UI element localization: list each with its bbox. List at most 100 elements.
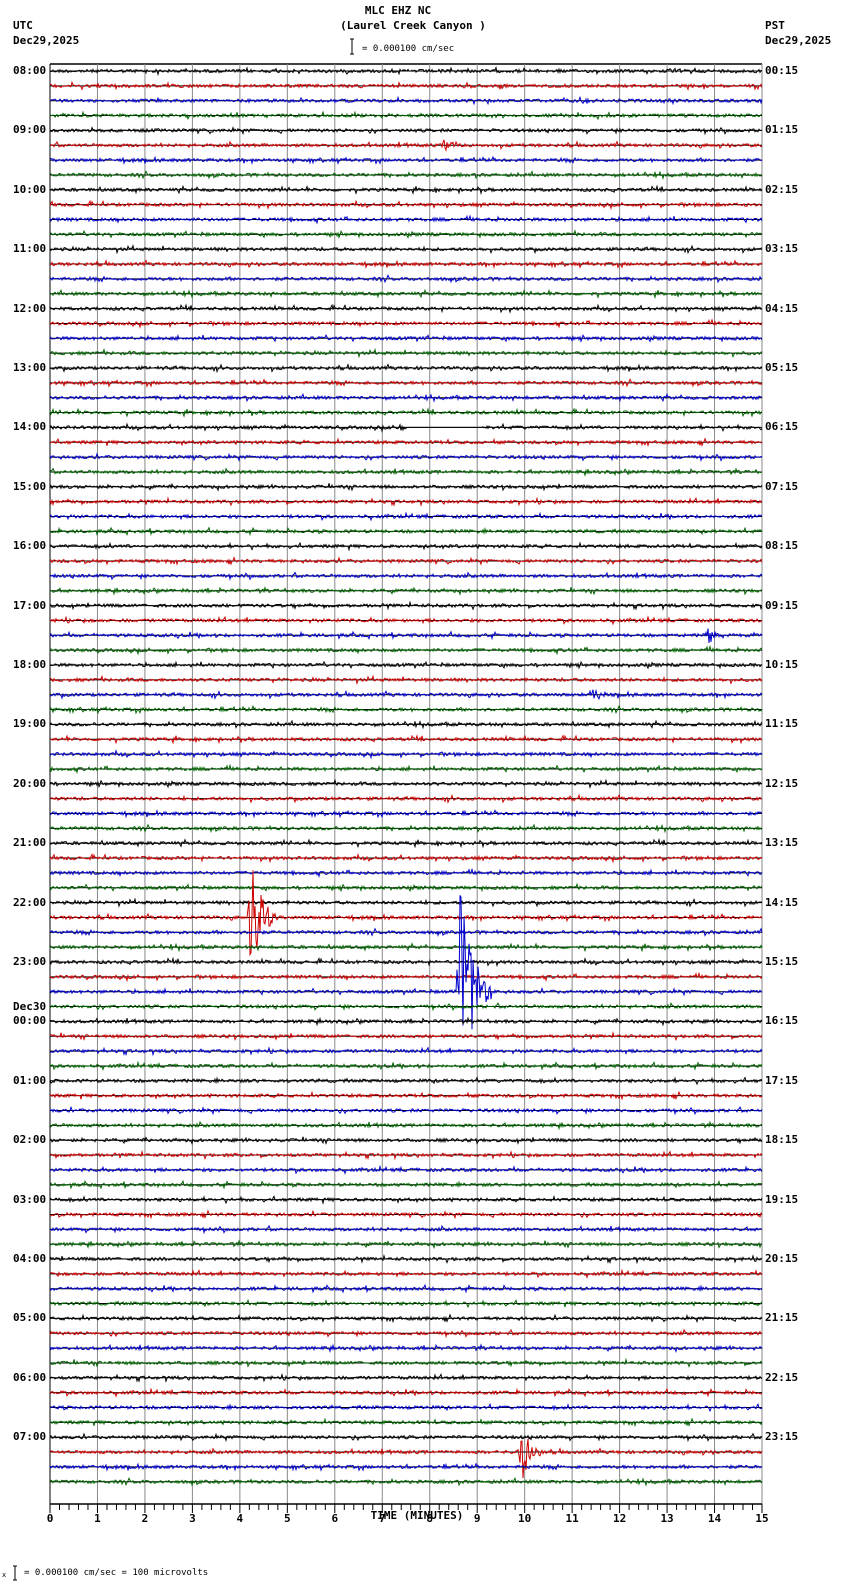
trace-row — [49, 1060, 763, 1072]
trace-row — [49, 734, 762, 745]
left-time-label: 16:00 — [13, 539, 47, 553]
trace-row — [49, 719, 763, 730]
trace-row — [49, 170, 763, 181]
right-time-label: 19:15 — [765, 1192, 799, 1206]
x-tick-label: 3 — [189, 1512, 196, 1525]
x-tick-label: 5 — [284, 1512, 291, 1525]
x-tick-label: 14 — [708, 1512, 722, 1525]
x-tick-label: 15 — [755, 1512, 768, 1525]
trace-row — [49, 571, 763, 581]
right-time-label: 22:15 — [765, 1370, 799, 1384]
trace-row — [49, 600, 763, 611]
trace-row — [49, 1476, 763, 1487]
left-time-label: 18:00 — [13, 658, 47, 671]
trace-row — [50, 303, 763, 314]
right-time-label: 00:15 — [765, 64, 799, 77]
left-time-label: 22:00 — [13, 895, 47, 909]
right-time-label: 05:15 — [765, 361, 799, 374]
x-tick-label: 7 — [379, 1512, 386, 1525]
trace-row — [49, 288, 763, 299]
trace-row — [49, 1438, 763, 1479]
trace-row — [49, 1090, 763, 1101]
trace-row — [49, 1298, 763, 1309]
right-time-label: 16:15 — [765, 1014, 799, 1028]
left-time-label: 10:00 — [13, 182, 47, 196]
right-date: Dec29,2025 — [765, 34, 832, 47]
trace-row — [49, 1343, 763, 1354]
right-time-label: 03:15 — [765, 242, 799, 256]
trace-row — [49, 126, 763, 136]
right-time-label: 15:15 — [765, 955, 799, 968]
trace-row — [49, 1432, 763, 1443]
footer-prefix: x — [2, 1571, 7, 1579]
left-time-label: 14:00 — [13, 420, 47, 434]
trace-row — [49, 452, 763, 463]
left-date: Dec29,2025 — [13, 34, 80, 47]
left-time-label: 19:00 — [13, 717, 47, 731]
trace-row — [49, 793, 763, 804]
trace-row — [49, 511, 762, 522]
x-tick-label: 0 — [47, 1512, 54, 1525]
trace-row — [49, 853, 763, 864]
left-timezone: UTC — [13, 19, 33, 32]
right-time-label: 13:15 — [765, 836, 799, 850]
x-tick-label: 4 — [237, 1512, 244, 1525]
trace-row — [49, 1417, 763, 1428]
x-tick-label: 2 — [142, 1512, 149, 1525]
left-time-label: 07:00 — [13, 1430, 47, 1444]
left-time-label: 01:00 — [13, 1073, 47, 1087]
left-time-label: 04:00 — [13, 1252, 47, 1265]
trace-row — [49, 318, 763, 329]
trace-row — [49, 1283, 763, 1294]
trace-row — [49, 1313, 763, 1324]
left-time-label: 12:00 — [13, 301, 47, 315]
trace-row — [49, 1194, 763, 1205]
right-time-label: 10:15 — [765, 658, 799, 671]
right-time-label: 01:15 — [765, 123, 799, 137]
left-date-change-label: Dec30 — [13, 1000, 47, 1014]
trace-row — [49, 1046, 763, 1057]
trace-row — [49, 229, 763, 239]
trace-row — [49, 1224, 763, 1235]
trace-row — [49, 585, 763, 596]
left-time-label: 03:00 — [13, 1192, 47, 1206]
trace-row — [49, 1179, 763, 1190]
trace-row — [49, 65, 763, 77]
header-scale-text: = 0.000100 cm/sec — [362, 44, 455, 54]
trace-row — [49, 1372, 763, 1384]
right-time-label: 23:15 — [765, 1430, 799, 1444]
trace-row — [49, 333, 763, 343]
right-time-label: 12:15 — [765, 776, 799, 790]
x-tick-label: 11 — [566, 1512, 580, 1525]
right-time-label: 17:15 — [765, 1073, 799, 1087]
trace-row — [50, 1239, 763, 1250]
trace-row — [49, 749, 763, 760]
trace-row — [49, 1209, 763, 1220]
x-tick-label: 6 — [331, 1512, 338, 1525]
trace-row — [49, 1031, 763, 1042]
trace-row — [49, 778, 763, 789]
right-time-label: 18:15 — [765, 1133, 799, 1147]
trace-row — [49, 214, 763, 225]
left-time-label: 15:00 — [13, 479, 47, 493]
trace-row — [49, 243, 763, 255]
trace-row — [49, 867, 763, 879]
trace-row — [49, 645, 763, 656]
left-time-label: 20:00 — [13, 776, 47, 790]
footer-scale-text: = 0.000100 cm/sec = 100 microvolts — [24, 1568, 209, 1578]
right-time-label: 04:15 — [765, 301, 799, 315]
trace-row — [49, 927, 763, 937]
right-time-label: 11:15 — [765, 717, 799, 731]
trace-row — [49, 1105, 763, 1116]
trace-row — [49, 1120, 763, 1131]
station-location: (Laurel Creek Canyon ) — [340, 19, 486, 32]
trace-row — [49, 556, 763, 566]
right-time-label: 14:15 — [765, 895, 799, 909]
trace-row — [50, 1016, 763, 1027]
trace-row — [49, 363, 763, 374]
trace-row — [49, 971, 763, 983]
trace-row — [49, 809, 763, 819]
trace-row — [49, 155, 763, 165]
trace-row — [49, 407, 763, 418]
